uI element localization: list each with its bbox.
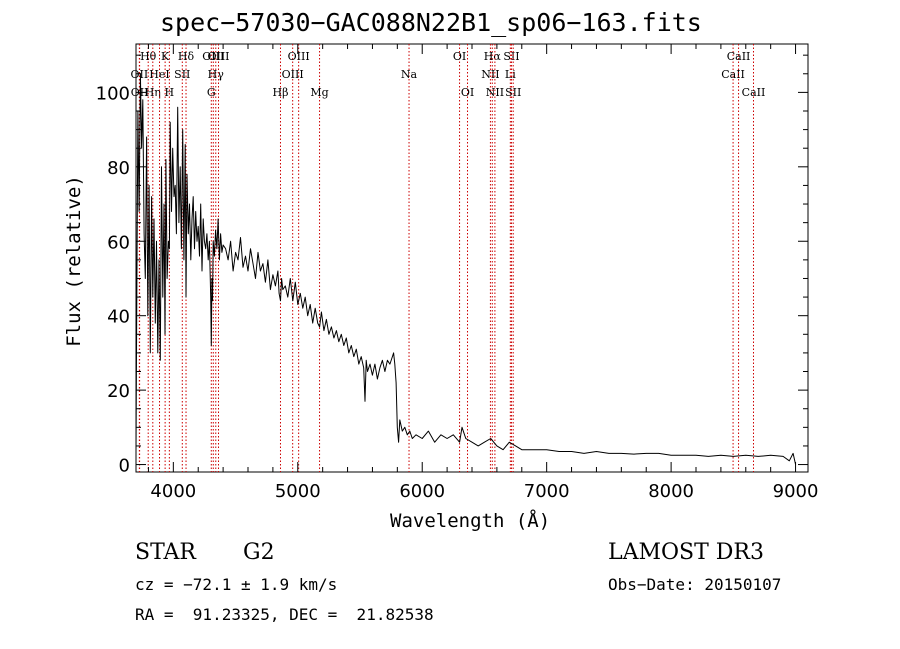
survey-name: LAMOST DR3 (608, 540, 764, 565)
line-label: Li (505, 68, 516, 81)
observation-date: Obs−Date: 20150107 (608, 575, 782, 594)
line-label: OIII (207, 50, 229, 63)
line-label: Mg (310, 86, 328, 99)
y-axis-label: Flux (relative) (62, 175, 85, 347)
line-label: OIII (202, 50, 224, 63)
line-label: OI (461, 86, 474, 99)
line-label: NII (486, 86, 504, 99)
y-tick-label: 0 (119, 456, 130, 477)
line-label: SII (174, 68, 190, 81)
x-tick-label: 4000 (150, 481, 196, 502)
spectrum-line (135, 73, 797, 465)
line-label: SII (503, 50, 519, 63)
x-tick-label: 8000 (648, 481, 694, 502)
object-class: STAR (135, 540, 196, 565)
x-axis-label: Wavelength (Å) (390, 510, 551, 532)
line-label: OI (453, 50, 466, 63)
line-label: OIII (282, 68, 304, 81)
x-tick-label: 6000 (399, 481, 445, 502)
line-label: Hα (484, 50, 502, 63)
line-label: CaII (721, 68, 745, 81)
line-label: Na (401, 68, 418, 81)
y-tick-label: 20 (107, 381, 130, 402)
x-tick-label: 7000 (524, 481, 570, 502)
line-label: OIII (288, 50, 310, 63)
line-label: Hη (145, 86, 161, 99)
line-label: CaII (727, 50, 751, 63)
x-tick-label: 5000 (275, 481, 321, 502)
line-label: Hγ (208, 68, 225, 81)
line-label: Hδ (178, 50, 195, 63)
line-label: SII (505, 86, 521, 99)
y-tick-label: 40 (107, 307, 130, 328)
chart-title: spec−57030−GAC088N22B1_sp06−163.fits (160, 8, 702, 37)
line-label: CaII (742, 86, 766, 99)
line-label: NII (481, 68, 499, 81)
line-label: K (161, 50, 170, 63)
object-subclass: G2 (243, 540, 275, 565)
line-label: OII (131, 68, 149, 81)
sky-coordinates: RA = 91.23325, DEC = 21.82538 (135, 605, 434, 624)
line-label: H (165, 86, 175, 99)
y-tick-label: 100 (96, 83, 130, 104)
y-tick-label: 60 (107, 232, 130, 253)
line-label: HeI (149, 68, 169, 81)
line-label: Hθ (140, 50, 157, 63)
line-label: Hβ (273, 86, 289, 99)
line-label: G (207, 86, 216, 99)
plot-frame (135, 43, 809, 473)
x-tick-label: 9000 (773, 481, 819, 502)
redshift-velocity: cz = −72.1 ± 1.9 km/s (135, 575, 338, 594)
y-tick-label: 80 (107, 158, 130, 179)
